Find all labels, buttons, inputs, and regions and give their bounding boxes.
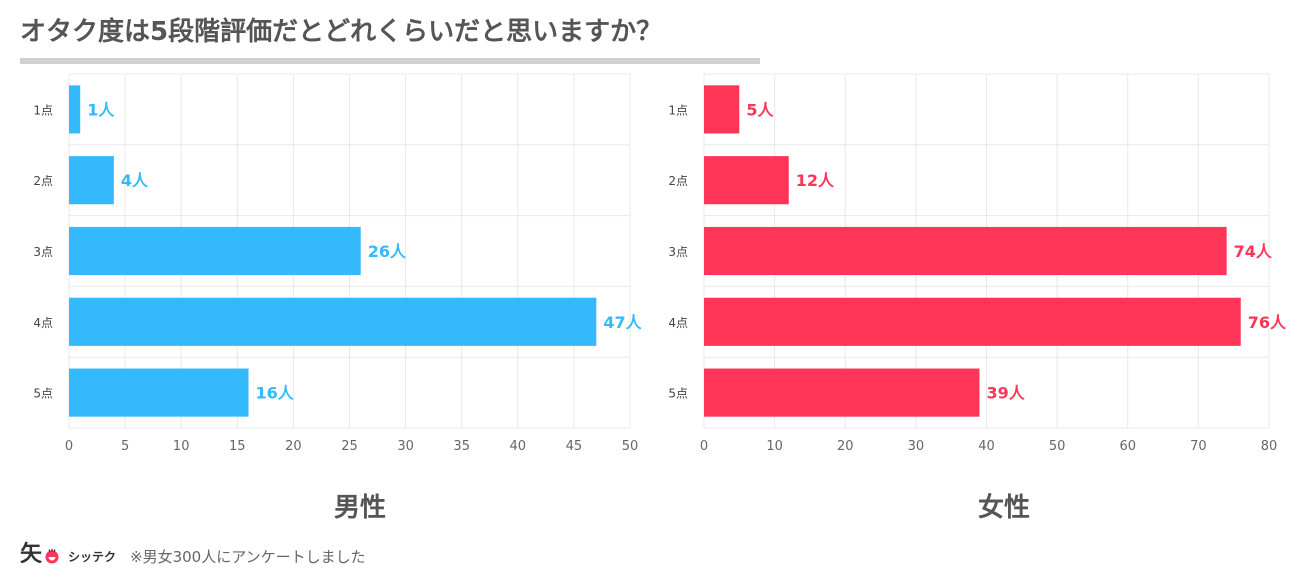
male-bar — [69, 85, 81, 134]
brand-logo: 矢 — [20, 540, 64, 572]
female-x-tick-label: 20 — [837, 439, 854, 454]
female-category-label: 1点 — [668, 103, 688, 117]
female-category-label: 4点 — [668, 316, 688, 330]
logo-mark: 矢 — [20, 542, 43, 567]
female-data-label: 76人 — [1248, 313, 1287, 332]
male-data-label: 26人 — [368, 242, 407, 261]
female-x-tick-label: 30 — [908, 439, 925, 454]
male-data-label: 4人 — [121, 171, 149, 190]
footer: 矢 シッテク ※男女300人にアンケートしました — [20, 540, 366, 572]
male-x-tick-label: 5 — [121, 439, 129, 454]
male-category-label: 3点 — [33, 245, 53, 259]
male-x-tick-label: 10 — [173, 439, 190, 454]
survey-note: ※男女300人にアンケートしました — [130, 547, 366, 566]
title-area: オタク度は5段階評価だとどれくらいだと思いますか？ — [20, 12, 760, 64]
female-bar — [704, 85, 740, 134]
female-x-tick-label: 70 — [1190, 439, 1207, 454]
male-x-tick-label: 30 — [397, 439, 414, 454]
male-category-label: 4点 — [33, 316, 53, 330]
female-category-label: 3点 — [668, 245, 688, 259]
female-category-label: 2点 — [668, 174, 688, 188]
female-data-label: 12人 — [796, 171, 835, 190]
female-data-label: 74人 — [1234, 242, 1273, 261]
male-x-tick-label: 50 — [622, 439, 639, 454]
male-bar — [69, 156, 114, 205]
female-bar — [704, 368, 980, 417]
male-x-tick-label: 25 — [341, 439, 358, 454]
male-x-tick-label: 40 — [510, 439, 527, 454]
female-x-tick-label: 40 — [978, 439, 995, 454]
female-bar — [704, 156, 789, 205]
female-bar — [704, 297, 1241, 346]
page-title: オタク度は5段階評価だとどれくらいだと思いますか？ — [20, 17, 663, 47]
female-data-label: 5人 — [746, 100, 774, 119]
male-x-tick-label: 45 — [566, 439, 583, 454]
male-x-tick-label: 20 — [285, 439, 302, 454]
male-data-label: 16人 — [256, 384, 295, 403]
female-bar-chart: 0 10 20 30 40 50 60 70 80 1点 5人 2点 12人 3点 74人 4点 76人 5点 39… — [668, 73, 1287, 454]
male-x-tick-label: 0 — [65, 439, 73, 454]
male-chart-caption: 男性 — [333, 493, 386, 523]
brand-name: シッテク — [68, 549, 117, 564]
male-x-tick-label: 15 — [229, 439, 246, 454]
female-x-tick-label: 80 — [1261, 439, 1278, 454]
male-category-label: 5点 — [33, 387, 53, 401]
female-category-label: 5点 — [668, 387, 688, 401]
female-data-label: 39人 — [986, 384, 1025, 403]
female-x-tick-label: 0 — [700, 439, 708, 454]
female-x-tick-label: 50 — [1049, 439, 1066, 454]
male-bar — [69, 368, 249, 417]
male-data-label: 1人 — [87, 100, 115, 119]
female-x-tick-label: 60 — [1119, 439, 1136, 454]
female-x-tick-label: 10 — [766, 439, 783, 454]
male-category-label: 2点 — [33, 174, 53, 188]
male-data-label: 47人 — [603, 313, 642, 332]
male-category-label: 1点 — [33, 103, 53, 117]
male-x-tick-label: 35 — [453, 439, 470, 454]
female-bar — [704, 226, 1227, 276]
male-bar — [69, 297, 597, 346]
male-bar-chart: 0 5 10 15 20 25 30 35 40 45 50 1点 1人 2点 4人 3点 26人 4点 47人 5点… — [33, 73, 643, 454]
logo-face-icon — [45, 548, 59, 564]
male-bar — [69, 226, 361, 276]
female-chart-caption: 女性 — [977, 493, 1030, 523]
